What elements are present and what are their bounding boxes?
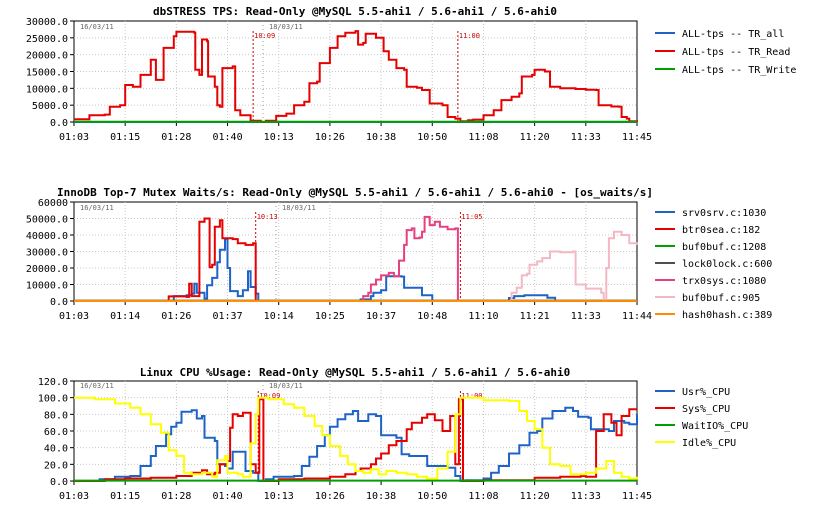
cpu-series-line-usr-cpu (74, 406, 638, 482)
cpu-y-tick-label: 60.0 (44, 427, 68, 438)
mutex-legend-label-buf0buf-c-1208: buf0buf.c:1208 (682, 242, 766, 253)
cpu-run-marker-label: 10:09 (259, 392, 280, 400)
mutex-x-tick-label: 01:03 (59, 311, 89, 322)
tps-chart-title: dbSTRESS TPS: Read-Only @MySQL 5.5-ahi1 … (153, 5, 557, 18)
cpu-run-marker-label: 11:00 (461, 392, 482, 400)
mutex-y-tick-label: 10000.0 (26, 281, 68, 292)
cpu-y-tick-label: 0.0 (50, 477, 68, 488)
mutex-x-tick-label: 01:37 (212, 311, 242, 322)
cpu-x-tick-label: 10:38 (366, 491, 396, 502)
tps-date-label-second: 18/03/11 (269, 23, 303, 31)
tps-panel: dbSTRESS TPS: Read-Only @MySQL 5.5-ahi1 … (26, 5, 797, 143)
mutex-y-tick-label: 50000.0 (26, 215, 68, 226)
tps-x-tick-label: 01:40 (212, 132, 242, 143)
tps-run-marker-label: 10:09 (254, 32, 275, 40)
mutex-run-marker-label: 11:05 (461, 213, 482, 221)
cpu-x-tick-label: 10:26 (315, 491, 345, 502)
cpu-y-tick-label: 100.0 (38, 394, 68, 405)
cpu-x-tick-label: 01:15 (110, 491, 140, 502)
cpu-y-tick-label: 40.0 (44, 444, 68, 455)
mutex-x-tick-label: 01:26 (161, 311, 191, 322)
cpu-legend-label-usr-cpu: Usr%_CPU (682, 387, 730, 398)
cpu-x-tick-label: 01:28 (161, 491, 191, 502)
tps-series-line-all-tps-tr-read (74, 30, 638, 123)
tps-x-tick-label: 10:38 (366, 132, 396, 143)
tps-y-tick-label: 25000.0 (26, 34, 68, 45)
tps-y-tick-label: 15000.0 (26, 68, 68, 79)
cpu-x-tick-label: 01:03 (59, 491, 89, 502)
tps-x-tick-label: 01:03 (59, 132, 89, 143)
tps-y-tick-label: 30000.0 (26, 17, 68, 28)
mutex-series-line-srv0srv-c-1030 (74, 238, 637, 302)
mutex-legend-label-lock0lock-c-600: lock0lock.c:600 (682, 259, 772, 270)
tps-run-marker-label: 11:00 (459, 32, 480, 40)
cpu-x-tick-label: 11:08 (468, 491, 498, 502)
cpu-y-tick-label: 80.0 (44, 410, 68, 421)
mutex-panel: InnoDB Top-7 Mutex Waits/s: Read-Only @M… (26, 186, 772, 322)
cpu-x-tick-label: 10:50 (417, 491, 447, 502)
mutex-x-tick-label: 10:37 (366, 311, 396, 322)
mutex-y-tick-label: 30000.0 (26, 248, 68, 259)
tps-x-tick-label: 10:13 (264, 132, 294, 143)
cpu-legend-label-idle-cpu: Idle%_CPU (682, 438, 736, 449)
mutex-x-tick-label: 11:10 (468, 311, 498, 322)
cpu-legend-label-waitio-cpu: WaitIO%_CPU (682, 421, 748, 432)
cpu-x-tick-label: 11:33 (571, 491, 601, 502)
cpu-x-tick-label: 01:40 (212, 491, 242, 502)
mutex-x-tick-label: 01:14 (110, 311, 140, 322)
mutex-date-label-start: 16/03/11 (80, 204, 114, 212)
mutex-legend-label-srv0srv-c-1030: srv0srv.c:1030 (682, 208, 766, 219)
cpu-x-tick-label: 11:20 (520, 491, 550, 502)
tps-legend-label-all-tps-tr-write: ALL-tps -- TR_Write (682, 65, 796, 76)
mutex-x-tick-label: 10:48 (417, 311, 447, 322)
tps-y-tick-label: 0.0 (50, 118, 68, 129)
mutex-series-line-buf0buf-c-905 (74, 230, 638, 302)
tps-y-tick-label: 10000.0 (26, 84, 68, 95)
mutex-series-line-trx0sys-c-1080 (74, 215, 637, 302)
mutex-y-tick-label: 40000.0 (26, 231, 68, 242)
tps-x-tick-label: 11:20 (520, 132, 550, 143)
mutex-x-tick-label: 11:33 (571, 311, 601, 322)
cpu-series-line-sys-cpu (74, 398, 637, 482)
mutex-series-line-btr0sea-c-182 (74, 217, 637, 302)
cpu-y-tick-label: 20.0 (44, 460, 68, 471)
tps-date-label-start: 16/03/11 (80, 23, 114, 31)
cpu-legend-label-sys-cpu: Sys%_CPU (682, 404, 730, 415)
tps-legend-label-all-tps-tr-all: ALL-tps -- TR_all (682, 29, 784, 40)
tps-x-tick-label: 11:33 (571, 132, 601, 143)
cpu-date-label-second: 18/03/11 (269, 382, 303, 390)
mutex-run-marker-label: 10:13 (257, 213, 278, 221)
cpu-chart-title: Linux CPU %Usage: Read-Only @MySQL 5.5-a… (140, 366, 570, 379)
mutex-legend-label-buf0buf-c-905: buf0buf.c:905 (682, 293, 760, 304)
mutex-y-tick-label: 60000 (38, 198, 68, 209)
tps-y-tick-label: 5000.0 (32, 101, 68, 112)
tps-x-tick-label: 10:50 (417, 132, 447, 143)
cpu-series-line-idle-cpu (74, 396, 638, 480)
mutex-x-tick-label: 11:21 (520, 311, 550, 322)
mutex-y-tick-label: 20000.0 (26, 264, 68, 275)
tps-x-tick-label: 01:28 (161, 132, 191, 143)
cpu-x-tick-label: 11:45 (622, 491, 652, 502)
mutex-y-tick-label: 0.0 (50, 297, 68, 308)
tps-legend-label-all-tps-tr-read: ALL-tps -- TR_Read (682, 47, 790, 58)
mutex-legend-label-trx0sys-c-1080: trx0sys.c:1080 (682, 276, 766, 287)
tps-x-tick-label: 11:08 (468, 132, 498, 143)
mutex-x-tick-label: 11:44 (622, 311, 652, 322)
cpu-x-tick-label: 10:13 (264, 491, 294, 502)
mutex-date-label-second: 18/03/11 (282, 204, 316, 212)
mutex-x-tick-label: 10:14 (264, 311, 294, 322)
mutex-x-tick-label: 10:25 (315, 311, 345, 322)
mutex-legend-label-btr0sea-c-182: btr0sea.c:182 (682, 225, 760, 236)
cpu-y-tick-label: 120.0 (38, 377, 68, 388)
cpu-panel: Linux CPU %Usage: Read-Only @MySQL 5.5-a… (38, 366, 748, 502)
tps-y-tick-label: 20000.0 (26, 51, 68, 62)
tps-x-tick-label: 10:26 (315, 132, 345, 143)
mutex-legend-label-hash0hash-c-389: hash0hash.c:389 (682, 310, 772, 321)
mutex-chart-title: InnoDB Top-7 Mutex Waits/s: Read-Only @M… (57, 186, 653, 199)
cpu-date-label-start: 16/03/11 (80, 382, 114, 390)
tps-x-tick-label: 11:45 (622, 132, 652, 143)
tps-x-tick-label: 01:15 (110, 132, 140, 143)
